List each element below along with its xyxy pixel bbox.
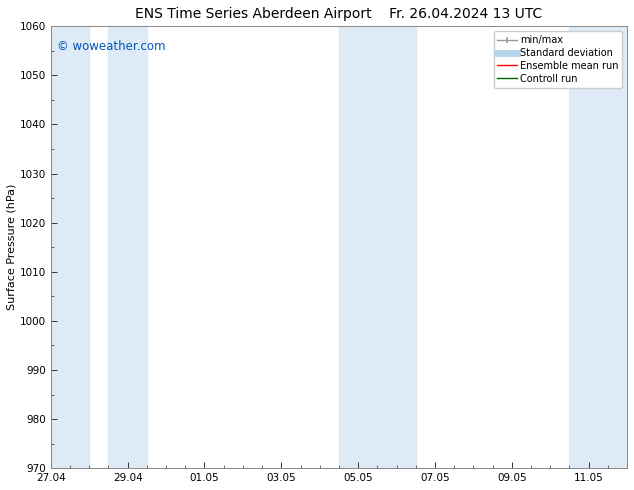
Bar xyxy=(108,26,147,468)
Bar xyxy=(51,26,89,468)
Y-axis label: Surface Pressure (hPa): Surface Pressure (hPa) xyxy=(7,184,17,311)
Bar xyxy=(569,26,627,468)
Text: © woweather.com: © woweather.com xyxy=(56,40,165,52)
Bar xyxy=(339,26,416,468)
Legend: min/max, Standard deviation, Ensemble mean run, Controll run: min/max, Standard deviation, Ensemble me… xyxy=(493,31,622,88)
Title: ENS Time Series Aberdeen Airport    Fr. 26.04.2024 13 UTC: ENS Time Series Aberdeen Airport Fr. 26.… xyxy=(135,7,543,21)
